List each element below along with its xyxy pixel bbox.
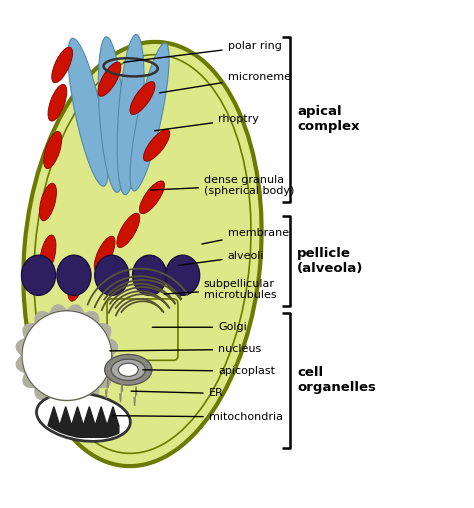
Text: mitochondria: mitochondria: [112, 412, 283, 422]
Text: apicoplast: apicoplast: [143, 366, 275, 376]
Ellipse shape: [144, 130, 170, 161]
Text: polar ring: polar ring: [124, 41, 282, 62]
Ellipse shape: [36, 393, 130, 441]
Ellipse shape: [117, 35, 144, 195]
Ellipse shape: [117, 213, 140, 247]
Ellipse shape: [105, 355, 152, 385]
Ellipse shape: [139, 181, 164, 214]
Text: dense granula
(spherical body): dense granula (spherical body): [150, 175, 294, 196]
Text: Golgi: Golgi: [152, 322, 247, 332]
Ellipse shape: [98, 37, 125, 193]
Ellipse shape: [52, 47, 73, 83]
Ellipse shape: [68, 264, 85, 301]
Text: alveoli: alveoli: [178, 251, 264, 266]
Ellipse shape: [21, 255, 55, 295]
Text: rhoptry: rhoptry: [155, 114, 259, 131]
Ellipse shape: [111, 359, 146, 380]
Ellipse shape: [165, 255, 200, 295]
Text: nucleus: nucleus: [110, 344, 261, 355]
FancyBboxPatch shape: [107, 299, 178, 360]
Text: ER: ER: [131, 389, 223, 398]
Text: membrane: membrane: [202, 228, 289, 244]
Text: cell
organelles: cell organelles: [297, 366, 376, 394]
Ellipse shape: [48, 84, 67, 121]
Text: microneme: microneme: [159, 72, 291, 93]
Ellipse shape: [94, 236, 115, 272]
Ellipse shape: [118, 363, 138, 376]
Text: subpellicular
microtubules: subpellicular microtubules: [164, 279, 276, 300]
Ellipse shape: [68, 38, 109, 186]
Ellipse shape: [23, 42, 262, 466]
Polygon shape: [16, 305, 118, 406]
Ellipse shape: [44, 132, 62, 169]
Ellipse shape: [57, 255, 91, 295]
Polygon shape: [22, 311, 112, 400]
Text: pellicle
(alveola): pellicle (alveola): [297, 247, 364, 275]
Ellipse shape: [130, 43, 169, 191]
Polygon shape: [48, 406, 119, 437]
Ellipse shape: [133, 255, 166, 295]
Text: apical
complex: apical complex: [297, 105, 359, 133]
Ellipse shape: [39, 183, 56, 221]
Ellipse shape: [95, 255, 129, 295]
Ellipse shape: [130, 82, 155, 114]
Ellipse shape: [40, 235, 56, 273]
Ellipse shape: [98, 62, 121, 97]
